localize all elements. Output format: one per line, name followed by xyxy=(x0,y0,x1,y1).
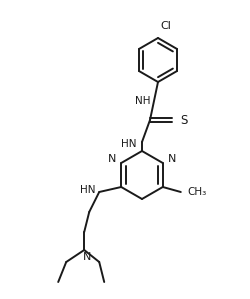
Text: CH₃: CH₃ xyxy=(188,187,207,197)
Text: N: N xyxy=(168,154,176,164)
Text: HN: HN xyxy=(120,139,136,149)
Text: S: S xyxy=(180,114,188,126)
Text: N: N xyxy=(83,252,92,262)
Text: N: N xyxy=(108,154,116,164)
Text: Cl: Cl xyxy=(160,21,171,31)
Text: HN: HN xyxy=(80,185,95,195)
Text: NH: NH xyxy=(134,96,150,106)
